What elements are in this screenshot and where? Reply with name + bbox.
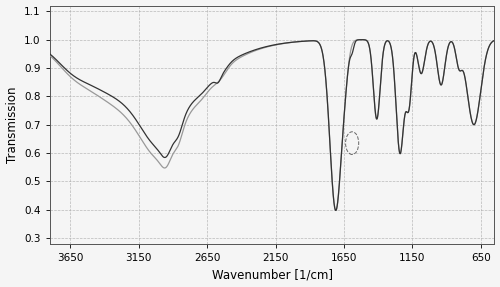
X-axis label: Wavenumber [1/cm]: Wavenumber [1/cm] [212, 268, 332, 282]
Y-axis label: Transmission: Transmission [6, 86, 18, 163]
